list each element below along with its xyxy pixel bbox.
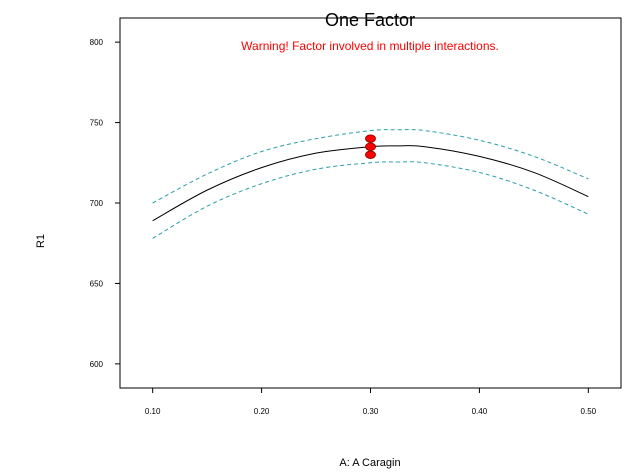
y-tick-label: 700 xyxy=(90,199,104,208)
upper-ci-line xyxy=(152,129,589,204)
x-tick-label: 0.30 xyxy=(363,407,379,416)
y-tick-label: 750 xyxy=(90,119,104,128)
chart-title: One Factor xyxy=(325,10,415,30)
y-tick-label: 800 xyxy=(90,38,104,47)
y-axis-label: R1 xyxy=(35,234,47,248)
x-tick-label: 0.20 xyxy=(254,407,270,416)
y-axis-ticks: 600 650 700 750 800 xyxy=(90,38,120,369)
design-point xyxy=(365,150,376,159)
design-point xyxy=(365,142,376,151)
warning-annotation: Warning! Factor involved in multiple int… xyxy=(241,39,499,53)
prediction-line xyxy=(152,145,589,222)
series-lines xyxy=(152,129,589,239)
plot-frame xyxy=(119,17,622,389)
x-axis-label: A: A Caragin xyxy=(339,457,400,469)
x-tick-label: 0.10 xyxy=(145,407,161,416)
lower-ci-line xyxy=(152,161,589,239)
y-tick-label: 650 xyxy=(90,279,104,288)
y-tick-label: 600 xyxy=(90,360,104,369)
design-points xyxy=(365,134,376,159)
design-point xyxy=(365,134,376,143)
x-axis-ticks: 0.10 0.20 0.30 0.40 0.50 xyxy=(145,388,597,416)
x-tick-label: 0.40 xyxy=(472,407,488,416)
x-tick-label: 0.50 xyxy=(581,407,597,416)
